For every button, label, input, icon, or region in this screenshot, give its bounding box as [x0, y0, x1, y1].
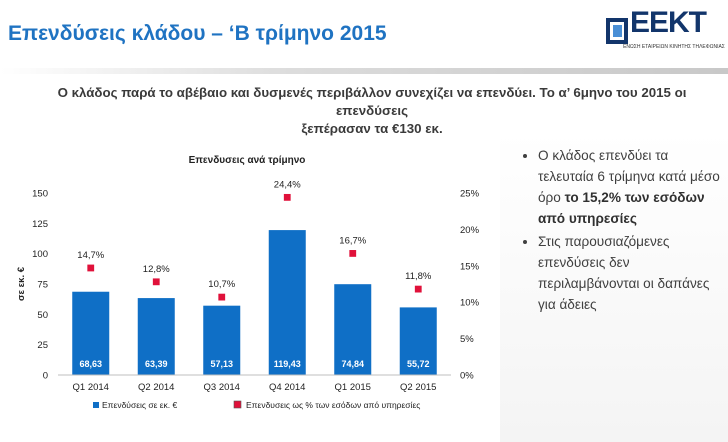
logo-subtitle: ΕΝΩΣΗ ΕΤΑΙΡΕΙΩΝ ΚΙΝΗΤΗΣ ΤΗΛΕΦΩΝΙΑΣ — [623, 44, 725, 50]
legend-bar-swatch — [93, 402, 99, 408]
side-bullet-1-text: Ο κλάδος επενδύει τα τελευταία 6 τρίμηνα… — [538, 148, 720, 205]
x-tick-label: Q4 2014 — [269, 382, 305, 393]
percent-label: 10,7% — [208, 279, 235, 290]
bar-value-label: 68,63 — [79, 359, 102, 369]
logo-text: ΕΕΚΤ — [630, 6, 707, 39]
x-tick-label: Q1 2015 — [335, 382, 371, 393]
bar-value-label: 63,39 — [145, 359, 168, 369]
header-divider-band — [0, 68, 728, 74]
side-notes: Ο κλάδος επενδύει τα τελευταία 6 τρίμηνα… — [516, 145, 721, 317]
y-tick-label: 125 — [32, 219, 48, 230]
summary-line-1: Ο κλάδος παρά το αβέβαιο και δυσμενές πε… — [57, 85, 687, 118]
side-bullet-1-bold: το 15,2% των εσόδων από υπηρεσίες — [538, 190, 705, 226]
y-tick-label: 0 — [43, 371, 48, 382]
side-bullet-1: Ο κλάδος επενδύει τα τελευταία 6 τρίμηνα… — [538, 145, 721, 229]
bar — [203, 305, 241, 375]
percent-marker — [282, 192, 292, 202]
investments-chart: Επενδυσεις ανά τρίμηνο σε εκ. € 0 25 50 75 100… — [16, 155, 480, 410]
percent-label: 11,8% — [405, 271, 432, 282]
percent-label: 16,7% — [339, 235, 366, 246]
summary-subtitle: Ο κλάδος παρά το αβέβαιο και δυσμενές πε… — [20, 84, 724, 138]
percent-label: 12,8% — [143, 264, 170, 275]
bar-value-label: 74,84 — [341, 359, 364, 369]
y-tick-label: 150 — [32, 189, 48, 200]
chart-title: Επενδυσεις ανά τρίμηνο — [189, 155, 306, 166]
bar — [268, 230, 306, 375]
side-panel-background — [500, 132, 728, 442]
y2-tick-label: 10% — [460, 298, 480, 309]
logo-icon — [606, 18, 628, 44]
y2-tick-label: 25% — [460, 189, 480, 200]
legend-marker-label: Επενδυσεις ως % των εσόδων από υπηρεσίες — [246, 400, 420, 410]
y2-tick-label: 15% — [460, 261, 480, 272]
y2-tick-label: 0% — [460, 371, 474, 382]
x-tick-label: Q1 2014 — [73, 382, 109, 393]
y-tick-label: 75 — [37, 280, 48, 291]
percent-label: 14,7% — [77, 250, 104, 261]
x-tick-label: Q3 2014 — [204, 382, 240, 393]
bar-value-label: 57,13 — [210, 359, 233, 369]
percent-marker — [348, 248, 358, 259]
y-tick-label: 100 — [32, 249, 48, 260]
percent-marker — [151, 277, 161, 287]
percent-label: 24,4% — [274, 179, 301, 190]
bar-value-label: 55,72 — [407, 359, 430, 369]
summary-line-2: ξεπέρασαν τα €130 εκ. — [301, 121, 443, 136]
y2-tick-label: 20% — [460, 225, 480, 236]
x-tick-label: Q2 2014 — [138, 382, 174, 393]
percent-marker — [217, 292, 227, 302]
y-tick-label: 25 — [37, 340, 48, 351]
legend-marker-swatch — [233, 400, 242, 409]
page-title: Επενδύσεις κλάδου – ‘Β τρίμηνο 2015 — [8, 22, 387, 45]
legend-bar-label: Επενδύσεις σε εκ. € — [102, 400, 177, 410]
bar — [137, 298, 175, 375]
y2-tick-label: 5% — [460, 334, 474, 345]
side-bullet-2: Στις παρουσιαζόμενες επενδύσεις δεν περι… — [538, 231, 721, 315]
percent-marker — [86, 263, 96, 273]
x-tick-label: Q2 2015 — [400, 382, 436, 393]
bar — [72, 291, 110, 375]
percent-marker — [413, 284, 423, 294]
y-tick-label: 50 — [37, 310, 48, 321]
bar — [334, 284, 372, 375]
bar-value-label: 119,43 — [274, 359, 301, 369]
y-axis-title: σε εκ. € — [16, 266, 27, 301]
bar — [399, 307, 437, 375]
